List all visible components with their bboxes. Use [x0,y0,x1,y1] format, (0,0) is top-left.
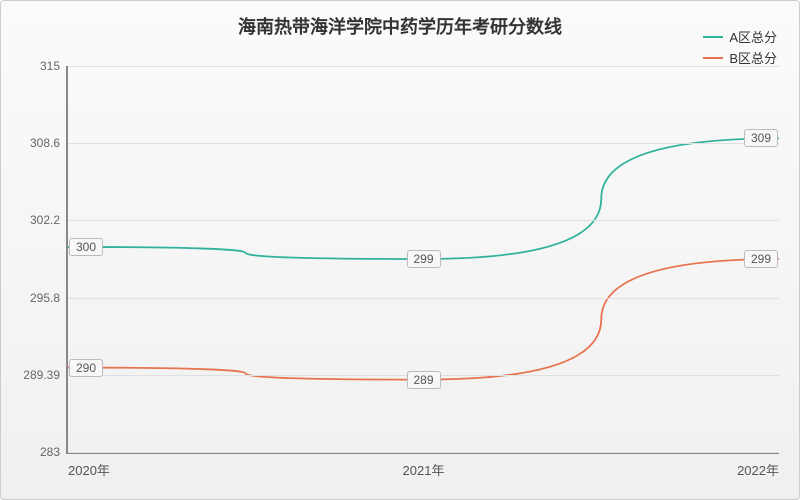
chart-container: 海南热带海洋学院中药学历年考研分数线 A区总分 B区总分 283289.3929… [0,0,800,500]
y-tick-label: 302.2 [30,213,60,227]
legend-label-a: A区总分 [729,27,777,46]
data-label: 300 [69,238,103,256]
data-label: 290 [69,359,103,377]
series-line [68,259,779,380]
grid-line [68,452,779,453]
x-tick-label: 2022年 [737,460,779,479]
series-line [68,138,779,259]
legend-item-a: A区总分 [703,27,777,46]
plot-area: 283289.39295.8302.2308.63152020年2021年202… [66,66,779,454]
chart-title: 海南热带海洋学院中药学历年考研分数线 [1,13,799,39]
data-label: 309 [744,129,778,147]
y-tick-label: 308.6 [30,136,60,150]
grid-line [68,298,779,299]
data-label: 289 [406,371,440,389]
legend: A区总分 B区总分 [703,27,777,69]
legend-swatch-b [703,57,723,59]
grid-line [68,66,779,67]
legend-swatch-a [703,36,723,38]
y-tick-label: 289.39 [23,368,60,382]
data-label: 299 [406,250,440,268]
y-tick-label: 315 [40,59,60,73]
grid-line [68,143,779,144]
legend-item-b: B区总分 [703,48,777,67]
x-tick-label: 2020年 [68,460,110,479]
grid-line [68,220,779,221]
y-tick-label: 283 [40,445,60,459]
y-tick-label: 295.8 [30,291,60,305]
legend-label-b: B区总分 [729,48,777,67]
x-tick-label: 2021年 [403,460,445,479]
data-label: 299 [744,250,778,268]
